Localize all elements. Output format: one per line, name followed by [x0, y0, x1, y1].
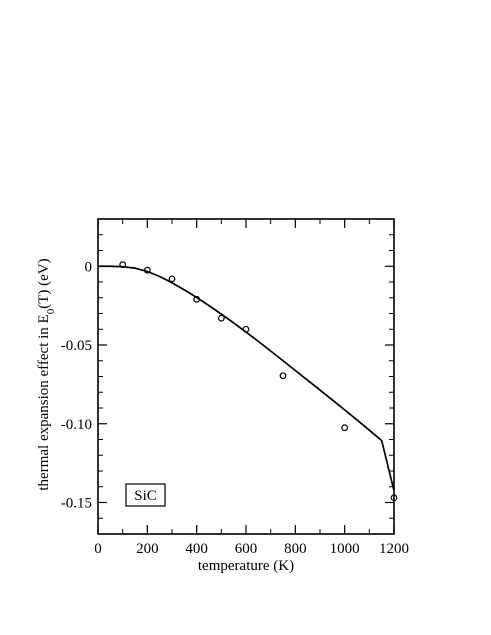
annotation-frame [125, 483, 166, 507]
data-point [217, 314, 225, 322]
x-tick-label: 200 [136, 541, 159, 557]
y-axis-label-units: (T) (eV) [36, 258, 52, 308]
series-layer [98, 261, 398, 502]
annotation-box: SiC [125, 483, 166, 507]
x-tick-label: 800 [284, 541, 307, 557]
x-tick-label: 1000 [330, 541, 360, 557]
data-point [279, 372, 287, 380]
y-tick-label: -0.15 [61, 496, 92, 512]
y-tick-label: -0.05 [61, 338, 92, 354]
axis-tick-labels: 0 200 400 600 800 1000 1200 0 -0.05 -0.10 -0.15 [61, 259, 409, 557]
x-tick-label: 600 [235, 541, 258, 557]
data-point [341, 424, 349, 432]
y-tick-label: 0 [85, 259, 93, 275]
x-axis-label: temperature (K) [198, 558, 294, 574]
y-axis-label: thermal expansion effect in E0(T) (eV) [36, 258, 57, 490]
x-tick-label: 0 [94, 541, 102, 557]
annotation-label: SiC [134, 488, 157, 504]
y-tick-label: -0.10 [61, 417, 92, 433]
x-tick-label: 400 [185, 541, 208, 557]
x-tick-label: 1200 [379, 541, 409, 557]
y-axis-label-subscript: 0 [45, 308, 57, 314]
y-axis-label-main: thermal expansion effect in E [36, 314, 52, 490]
fit-curve [98, 265, 395, 491]
data-point [168, 275, 176, 283]
plot-frame [97, 218, 395, 535]
